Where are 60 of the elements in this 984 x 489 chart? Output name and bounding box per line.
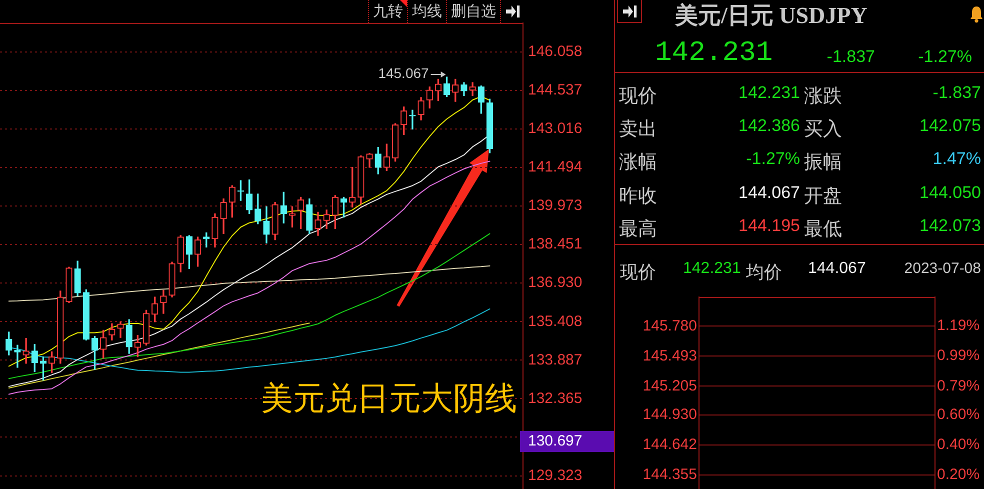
- y-tick-label: 145.493: [642, 347, 697, 364]
- text: 开盘: [804, 184, 842, 207]
- candlestick: [409, 110, 416, 130]
- text: 九转: [368, 0, 407, 23]
- candlestick: [22, 338, 30, 364]
- text: 144.050: [920, 182, 981, 204]
- text: 振幅: [804, 151, 842, 174]
- text: 142.231: [683, 260, 741, 279]
- text: 142.231: [738, 83, 800, 104]
- text: 最低: [804, 218, 842, 240]
- text: 均线: [407, 0, 446, 23]
- y2-tick-label: 0.40%: [937, 436, 980, 453]
- y-tick-label: 144.642: [642, 436, 697, 454]
- y2-tick-label: 0.20%: [937, 466, 980, 484]
- y-tick-label: 145.205: [642, 377, 697, 394]
- text: 买入: [804, 118, 842, 140]
- y2-tick-label: 1.19%: [937, 317, 980, 334]
- text: 现价: [619, 85, 657, 107]
- text: 删自选: [446, 0, 500, 23]
- text: 144.067: [808, 260, 866, 279]
- text: 卖出: [619, 118, 657, 140]
- text: 142.386: [738, 116, 800, 138]
- y-tick-label: 133.887: [528, 351, 582, 368]
- annotation: 145.067: [378, 64, 430, 81]
- text: -1.837: [932, 83, 981, 104]
- y2-tick-label: 0.79%: [937, 377, 980, 394]
- annotation: 美元兑日元大阴线: [261, 380, 517, 416]
- text: 142.073: [920, 216, 981, 237]
- text: 涨跌: [804, 85, 842, 107]
- text: 144.195: [738, 216, 800, 237]
- y-tick-label: 129.323: [528, 466, 582, 484]
- y-tick-label: 145.780: [642, 317, 697, 334]
- y-tick-label: 144.537: [528, 82, 582, 99]
- text: -1.27%: [746, 149, 800, 170]
- y-tick-label: 136.930: [528, 274, 582, 292]
- y-tick-label: 141.494: [528, 158, 582, 176]
- y-tick-label: 135.408: [528, 312, 582, 330]
- y2-tick-label: 0.99%: [937, 347, 980, 364]
- text: 130.697: [528, 432, 582, 450]
- y-tick-label: 146.058: [528, 43, 582, 60]
- y2-tick-label: 0.60%: [937, 406, 980, 423]
- text: 均价: [746, 261, 782, 282]
- text: 最高: [619, 218, 657, 240]
- text: 142.231: [655, 38, 773, 70]
- y-tick-label: 144.355: [642, 466, 697, 484]
- text: 144.067: [738, 182, 800, 204]
- y-tick-label: 144.930: [642, 406, 697, 424]
- text: 昨收: [619, 184, 657, 207]
- text: -1.837: [826, 47, 875, 67]
- text: 现价: [620, 261, 656, 282]
- text: 美元/日元 USDJPY: [675, 2, 868, 28]
- y-tick-label: 138.451: [528, 236, 582, 253]
- text: -1.27%: [918, 47, 972, 67]
- y-tick-label: 132.365: [528, 390, 582, 407]
- y-tick-label: 139.973: [528, 197, 582, 214]
- text: 142.075: [920, 116, 981, 138]
- text: 2023-07-08: [904, 260, 981, 279]
- text: 1.47%: [932, 149, 981, 170]
- y-tick-label: 143.016: [528, 120, 582, 138]
- text: 涨幅: [619, 151, 657, 174]
